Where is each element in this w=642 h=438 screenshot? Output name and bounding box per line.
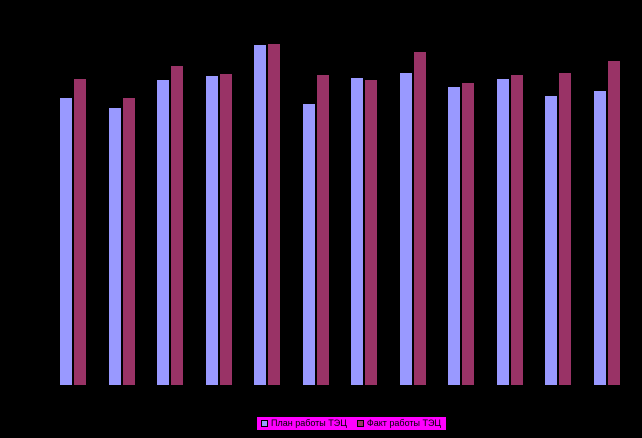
legend: План работы ТЭЦ Факт работы ТЭЦ [256,416,448,431]
bar-plan [544,95,559,385]
legend-item-plan: План работы ТЭЦ [261,419,347,428]
bar-plan [107,107,122,385]
bar-group [592,60,621,385]
bar-plan [398,72,413,385]
bar-group [398,51,427,385]
bar-plan [495,78,510,385]
bar-group [59,78,87,385]
bar-group [544,72,573,385]
bar-fact [121,97,136,385]
plot-area [59,43,621,385]
bar-group [495,74,524,385]
bar-fact [315,74,330,385]
bar-group [447,82,476,385]
bar-plan [156,79,171,385]
bar-fact [218,73,233,385]
bar-group [301,74,330,385]
legend-item-fact: Факт работы ТЭЦ [356,418,442,428]
bar-fact [461,82,476,385]
bar-fact [170,65,185,385]
bar-fact [412,51,427,385]
bar-group [107,97,136,385]
bar-group [350,77,379,385]
bar-fact [558,72,573,385]
bar-plan [59,97,73,385]
bar-plan [447,86,462,385]
bar-plan [253,44,268,385]
bar-fact [73,78,87,385]
legend-swatch-fact-icon [356,420,364,427]
bar-group [253,43,282,385]
bar-plan [350,77,365,385]
bar-fact [364,79,379,385]
bar-plan [592,90,607,385]
bar-plan [301,103,316,385]
legend-label-fact: Факт работы ТЭЦ [366,418,442,428]
bar-fact [509,74,524,385]
bar-group [204,73,233,385]
bar-fact [267,43,282,385]
bar-plan [204,75,219,385]
legend-label-plan: План работы ТЭЦ [271,418,347,428]
bar-fact [606,60,621,385]
bar-group [156,65,185,385]
legend-swatch-plan-icon [261,420,268,427]
